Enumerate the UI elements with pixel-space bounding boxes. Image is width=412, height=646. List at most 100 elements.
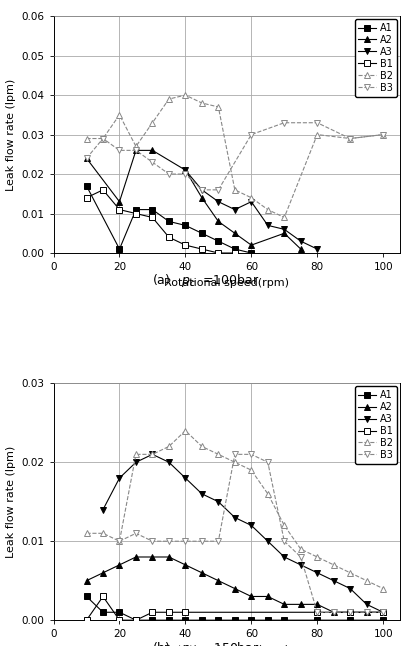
B3	[183, 170, 188, 178]
B2	[348, 134, 353, 142]
B3	[282, 537, 287, 545]
B2	[84, 530, 89, 537]
A1	[232, 616, 237, 624]
B3	[331, 609, 336, 616]
B1	[166, 233, 171, 241]
A2	[150, 147, 155, 154]
B1	[133, 616, 138, 624]
B3	[249, 450, 254, 458]
B2	[84, 134, 89, 142]
B1	[101, 592, 105, 600]
A2	[282, 229, 287, 237]
B2	[315, 553, 320, 561]
Line: B1: B1	[84, 594, 386, 623]
B3	[232, 450, 237, 458]
B1	[348, 609, 353, 616]
B3	[199, 186, 204, 194]
B2	[216, 450, 221, 458]
B3	[84, 154, 89, 162]
B2	[199, 443, 204, 450]
A2	[216, 577, 221, 585]
A3	[133, 459, 138, 466]
A2	[133, 147, 138, 154]
X-axis label: Rotational speed(rpm): Rotational speed(rpm)	[164, 645, 289, 646]
A1	[101, 609, 105, 616]
A3	[265, 537, 270, 545]
A2	[265, 592, 270, 600]
B1	[315, 609, 320, 616]
A3	[199, 186, 204, 194]
B3	[183, 537, 188, 545]
Line: B1: B1	[84, 187, 238, 256]
A3	[183, 166, 188, 174]
A1	[166, 616, 171, 624]
A2	[381, 609, 386, 616]
B3	[117, 537, 122, 545]
B1	[150, 609, 155, 616]
A1	[199, 229, 204, 237]
B2	[232, 459, 237, 466]
Y-axis label: Leak flow rate (lpm): Leak flow rate (lpm)	[6, 446, 16, 558]
A2	[315, 601, 320, 609]
A2	[199, 194, 204, 202]
B2	[331, 561, 336, 568]
A2	[298, 245, 303, 253]
B2	[232, 186, 237, 194]
B2	[265, 205, 270, 213]
A2	[249, 241, 254, 249]
B3	[166, 170, 171, 178]
A3	[364, 601, 369, 609]
A2	[150, 553, 155, 561]
A3	[282, 553, 287, 561]
B2	[133, 143, 138, 151]
A3	[298, 237, 303, 245]
B3	[216, 186, 221, 194]
B3	[348, 609, 353, 616]
A3	[183, 474, 188, 482]
B2	[150, 450, 155, 458]
A2	[199, 569, 204, 577]
Line: B3: B3	[83, 120, 386, 193]
Line: A1: A1	[84, 594, 386, 623]
B3	[117, 147, 122, 154]
B3	[298, 553, 303, 561]
B3	[315, 119, 320, 127]
B2	[315, 130, 320, 138]
B1	[84, 194, 89, 202]
B2	[199, 99, 204, 107]
Legend: A1, A2, A3, B1, B2, B3: A1, A2, A3, B1, B2, B3	[355, 19, 397, 96]
A3	[232, 205, 237, 213]
A3	[265, 222, 270, 229]
B2	[183, 427, 188, 435]
B3	[166, 537, 171, 545]
A2	[183, 166, 188, 174]
A2	[117, 198, 122, 205]
B2	[298, 545, 303, 553]
A2	[84, 577, 89, 585]
A1	[249, 249, 254, 257]
A2	[101, 569, 105, 577]
A3	[249, 521, 254, 529]
A2	[183, 561, 188, 568]
B2	[101, 134, 105, 142]
A2	[166, 553, 171, 561]
B2	[166, 95, 171, 103]
B3	[150, 158, 155, 166]
B3	[381, 130, 386, 138]
A2	[331, 609, 336, 616]
A2	[216, 218, 221, 225]
B3	[348, 134, 353, 142]
A3	[101, 506, 105, 514]
A3	[249, 198, 254, 205]
A1	[183, 222, 188, 229]
A3	[315, 245, 320, 253]
Text: (b)   $p_c$  =150bar: (b) $p_c$ =150bar	[152, 640, 260, 646]
A1	[199, 616, 204, 624]
A3	[282, 225, 287, 233]
A3	[216, 198, 221, 205]
B1	[117, 205, 122, 213]
B1	[117, 616, 122, 624]
B2	[249, 466, 254, 474]
B2	[249, 194, 254, 202]
Y-axis label: Leak flow rate (lpm): Leak flow rate (lpm)	[6, 78, 16, 191]
